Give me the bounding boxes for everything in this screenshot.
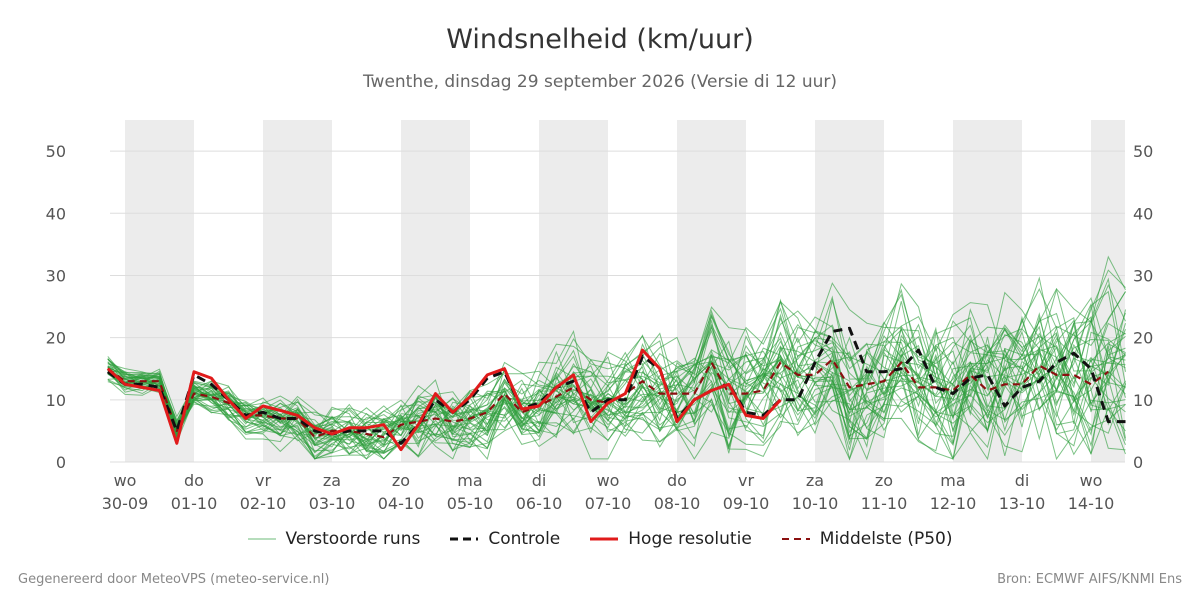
ensemble-runs xyxy=(107,255,1126,461)
x-tick-day: ma xyxy=(940,471,965,490)
x-tick-day: zo xyxy=(875,471,893,490)
legend-item-median[interactable]: Middelste (P50) xyxy=(781,529,953,549)
ensemble-run-line xyxy=(107,288,1126,460)
y-tick-label-right: 30 xyxy=(1133,266,1153,285)
day-band xyxy=(125,120,194,462)
legend-swatch-median xyxy=(781,538,810,540)
x-tick-date: 05-10 xyxy=(447,494,494,513)
y-tick-label-left: 0 xyxy=(56,453,66,472)
x-tick-day: za xyxy=(323,471,341,490)
x-tick-day: wo xyxy=(114,471,137,490)
x-tick-day: vr xyxy=(255,471,271,490)
y-tick-label-left: 40 xyxy=(46,204,66,223)
control-line xyxy=(106,326,1126,445)
x-tick-day: za xyxy=(806,471,824,490)
legend-item-ensemble[interactable]: Verstoorde runs xyxy=(247,529,421,549)
ensemble-run-line xyxy=(107,302,1126,460)
y-tick-label-left: 30 xyxy=(46,266,66,285)
chart-title: Windsnelheid (km/uur) xyxy=(446,24,754,55)
legend-swatch-control xyxy=(450,537,479,541)
legend: Verstoorde runs Controle Hoge resolutie … xyxy=(0,529,1200,549)
high-res-line xyxy=(106,348,782,452)
x-tick-date: 09-10 xyxy=(723,494,770,513)
legend-label-high-res: Hoge resolutie xyxy=(628,529,752,549)
y-tick-label-left: 10 xyxy=(46,391,66,410)
footer-generator: Gegenereerd door MeteoVPS (meteo-service… xyxy=(18,572,330,587)
legend-label-ensemble: Verstoorde runs xyxy=(285,529,421,549)
x-tick-day: wo xyxy=(597,471,620,490)
y-tick-label-right: 20 xyxy=(1133,329,1153,348)
y-tick-label-right: 10 xyxy=(1133,391,1153,410)
legend-item-high-res[interactable]: Hoge resolutie xyxy=(590,529,752,549)
y-tick-label-right: 40 xyxy=(1133,204,1153,223)
x-tick-date: 06-10 xyxy=(516,494,563,513)
x-tick-day: ma xyxy=(457,471,482,490)
main-series xyxy=(106,326,1126,452)
ensemble-run-line xyxy=(107,315,1126,448)
x-tick-day: di xyxy=(532,471,547,490)
legend-swatch-ensemble xyxy=(247,538,276,540)
y-tick-label-right: 50 xyxy=(1133,142,1153,161)
x-tick-date: 30-09 xyxy=(102,494,149,513)
footer-source: Bron: ECMWF AIFS/KNMI Ens xyxy=(997,572,1182,587)
legend-swatch-high-res xyxy=(590,537,619,541)
x-tick-date: 08-10 xyxy=(654,494,701,513)
x-tick-date: 13-10 xyxy=(999,494,1046,513)
legend-item-control[interactable]: Controle xyxy=(450,529,560,549)
ensemble-run-line xyxy=(107,325,1126,460)
y-tick-label-left: 20 xyxy=(46,329,66,348)
x-tick-date: 02-10 xyxy=(240,494,287,513)
ensemble-run-line xyxy=(107,287,1126,454)
legend-label-median: Middelste (P50) xyxy=(819,529,953,549)
x-tick-day: vr xyxy=(738,471,754,490)
x-tick-date: 14-10 xyxy=(1068,494,1115,513)
x-tick-day: do xyxy=(184,471,204,490)
ensemble-run-line xyxy=(107,288,1126,440)
x-tick-date: 03-10 xyxy=(309,494,356,513)
day-band xyxy=(263,120,332,462)
legend-label-control: Controle xyxy=(488,529,561,549)
x-tick-date: 12-10 xyxy=(930,494,977,513)
ensemble-run-line xyxy=(107,300,1126,455)
ensemble-run-line xyxy=(107,326,1126,451)
ensemble-run-line xyxy=(107,317,1126,449)
ensemble-run-line xyxy=(107,315,1126,460)
ensemble-run-line xyxy=(107,340,1126,448)
y-tick-label-right: 0 xyxy=(1133,453,1143,472)
chart-subtitle: Twenthe, dinsdag 29 september 2026 (Vers… xyxy=(362,72,838,92)
ensemble-run-line xyxy=(107,284,1126,461)
x-tick-day: zo xyxy=(392,471,410,490)
y-tick-label-left: 50 xyxy=(46,142,66,161)
ensemble-run-line xyxy=(107,330,1126,460)
x-tick-day: wo xyxy=(1080,471,1103,490)
y-axis-ticks: 0 0 10 10 20 20 30 30 40 40 50 50 xyxy=(46,142,1154,472)
x-tick-date: 04-10 xyxy=(378,494,425,513)
x-tick-date: 01-10 xyxy=(171,494,218,513)
x-axis-ticks: wo 30-09 do 01-10 vr 02-10 za 03-10 zo 04-10 ma 05-… xyxy=(102,471,1115,513)
x-tick-date: 10-10 xyxy=(792,494,839,513)
x-tick-date: 07-10 xyxy=(585,494,632,513)
x-tick-day: do xyxy=(667,471,687,490)
x-tick-date: 11-10 xyxy=(861,494,908,513)
x-tick-day: di xyxy=(1015,471,1030,490)
